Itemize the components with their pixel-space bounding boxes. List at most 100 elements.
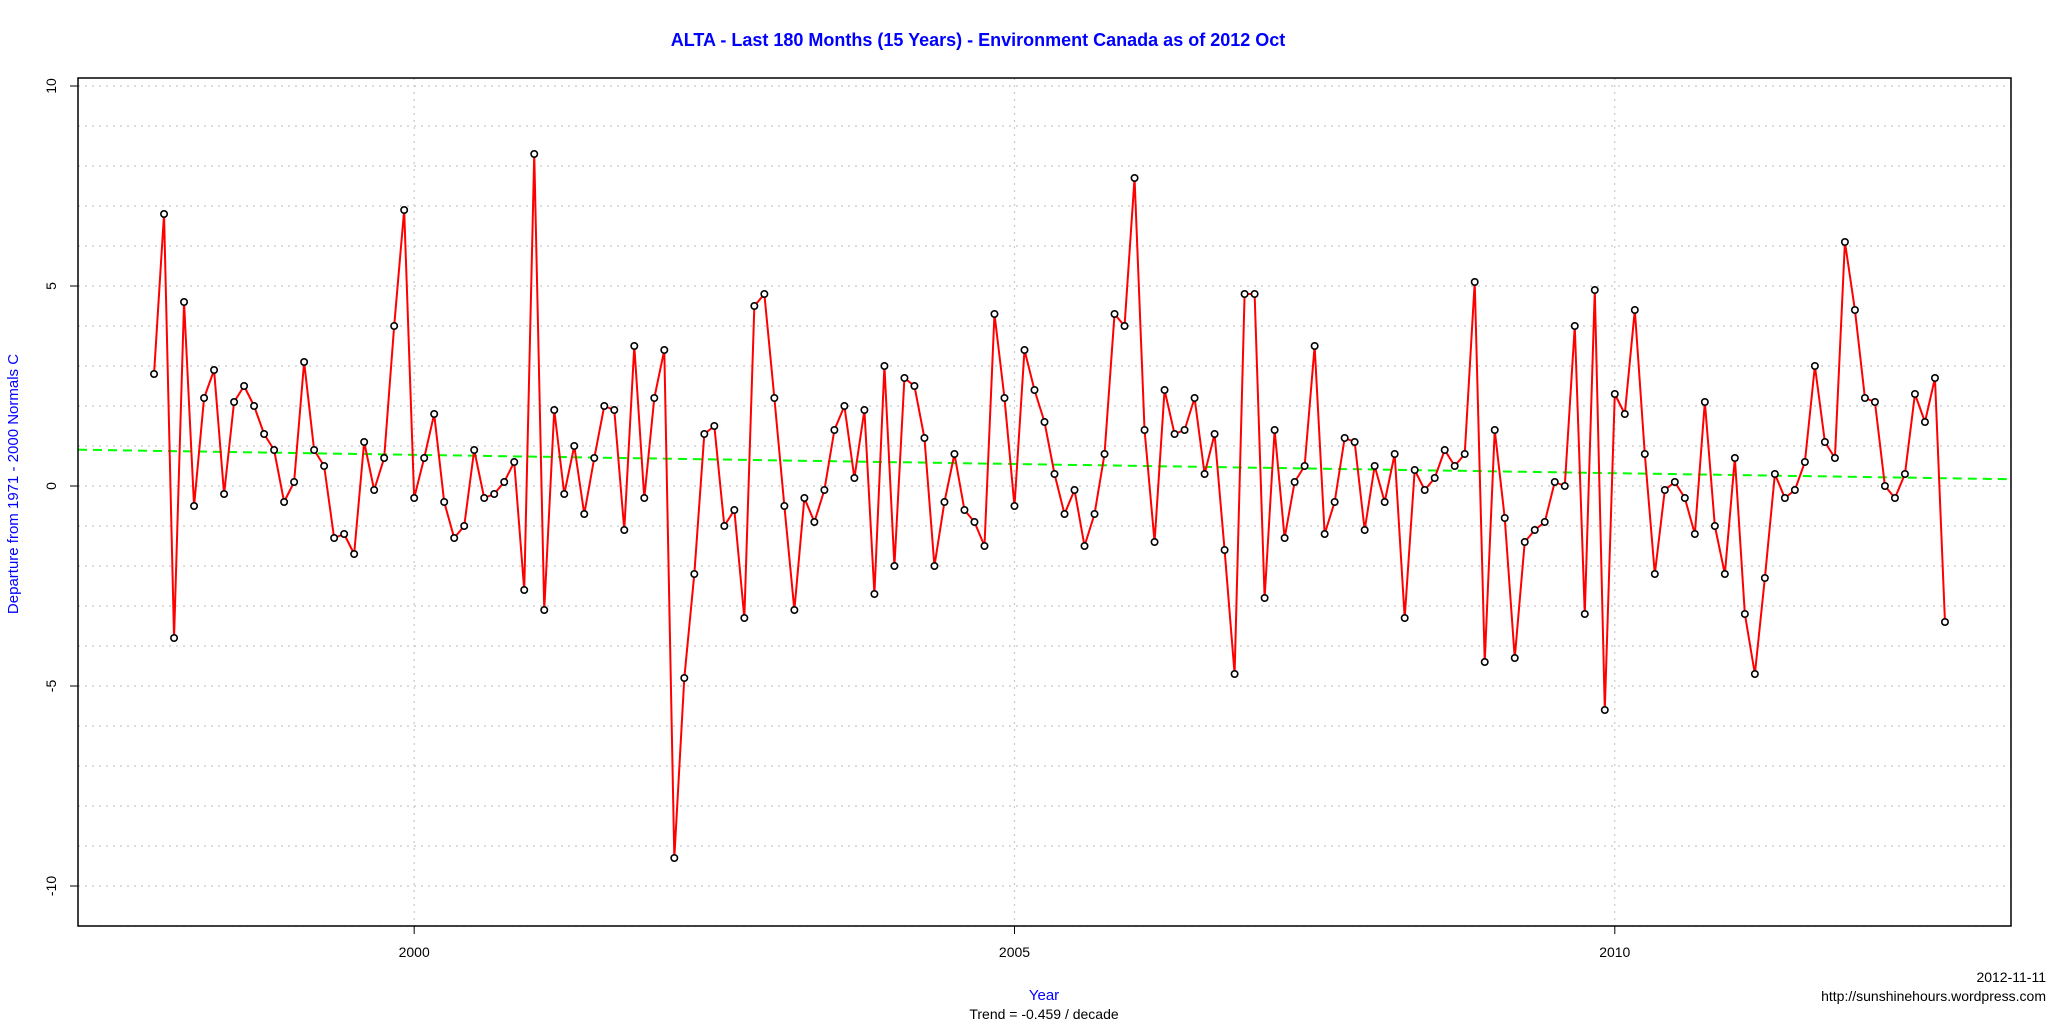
data-point xyxy=(940,497,949,506)
data-point xyxy=(1390,449,1399,458)
data-point xyxy=(1680,493,1689,502)
data-point xyxy=(830,425,839,434)
trend-line-layer xyxy=(77,448,2012,481)
data-point xyxy=(1640,449,1649,458)
data-point xyxy=(1820,437,1829,446)
y-tick-label: 10 xyxy=(43,78,59,94)
data-point xyxy=(1940,617,1949,626)
data-point xyxy=(1850,305,1859,314)
data-point xyxy=(760,289,769,298)
data-point xyxy=(1930,373,1939,382)
data-point xyxy=(400,206,409,215)
data-point xyxy=(1110,309,1119,318)
data-point xyxy=(1500,513,1509,522)
data-point xyxy=(1810,361,1819,370)
data-point xyxy=(1880,481,1889,490)
series-layer xyxy=(153,153,1946,859)
data-point xyxy=(1490,425,1499,434)
data-point xyxy=(1470,277,1479,286)
data-point xyxy=(150,369,159,378)
data-point xyxy=(1840,238,1849,247)
data-point xyxy=(1620,409,1629,418)
data-point xyxy=(840,401,849,410)
data-point xyxy=(780,501,789,510)
data-point xyxy=(1520,537,1529,546)
data-point xyxy=(540,605,549,614)
data-point xyxy=(520,585,529,594)
grid-lines xyxy=(78,78,2011,927)
data-point xyxy=(1410,465,1419,474)
data-point xyxy=(1140,425,1149,434)
data-point xyxy=(1790,485,1799,494)
data-point xyxy=(1430,473,1439,482)
data-point xyxy=(580,509,589,518)
data-point xyxy=(1130,174,1139,183)
data-point xyxy=(1100,449,1109,458)
data-point xyxy=(1360,525,1369,534)
data-point xyxy=(1080,541,1089,550)
data-point xyxy=(1610,389,1619,398)
data-point xyxy=(920,433,929,442)
data-point xyxy=(1910,389,1919,398)
data-point xyxy=(1570,321,1579,330)
data-point xyxy=(1370,461,1379,470)
data-point xyxy=(620,525,629,534)
data-point xyxy=(790,605,799,614)
data-point xyxy=(390,321,399,330)
x-tick-label: 2000 xyxy=(399,944,430,960)
data-point xyxy=(770,393,779,402)
data-point xyxy=(1000,393,1009,402)
data-point xyxy=(1650,569,1659,578)
data-point xyxy=(1830,453,1839,462)
data-point xyxy=(1890,493,1899,502)
data-point xyxy=(820,485,829,494)
data-point xyxy=(240,381,249,390)
y-tick-label: 0 xyxy=(43,482,59,490)
data-point xyxy=(1700,397,1709,406)
data-point xyxy=(220,489,229,498)
data-point xyxy=(810,517,819,526)
data-point xyxy=(1580,609,1589,618)
x-tick-label: 2005 xyxy=(999,944,1030,960)
data-point xyxy=(380,453,389,462)
data-point xyxy=(1210,429,1219,438)
data-point xyxy=(640,493,649,502)
data-point xyxy=(230,397,239,406)
data-point xyxy=(500,477,509,486)
data-point xyxy=(1350,437,1359,446)
data-point xyxy=(1300,461,1309,470)
data-point xyxy=(650,393,659,402)
x-tick-label: 2010 xyxy=(1599,944,1630,960)
data-point xyxy=(180,297,189,306)
data-point xyxy=(1550,477,1559,486)
data-point xyxy=(1710,521,1719,530)
data-point xyxy=(370,485,379,494)
data-point xyxy=(250,401,259,410)
data-point xyxy=(1660,485,1669,494)
data-point xyxy=(160,210,169,219)
data-point xyxy=(1220,545,1229,554)
data-point xyxy=(430,409,439,418)
data-point xyxy=(1860,393,1869,402)
data-point xyxy=(290,477,299,486)
data-point xyxy=(1050,469,1059,478)
data-point xyxy=(1320,529,1329,538)
data-point xyxy=(550,405,559,414)
data-point xyxy=(1040,417,1049,426)
data-point xyxy=(630,341,639,350)
data-point xyxy=(1310,341,1319,350)
data-point xyxy=(360,437,369,446)
data-point xyxy=(270,445,279,454)
source-url: http://sunshinehours.wordpress.com xyxy=(1821,988,2046,1004)
data-point xyxy=(490,489,499,498)
data-point xyxy=(410,493,419,502)
trend-caption: Trend = -0.459 / decade xyxy=(969,1006,1119,1022)
data-point xyxy=(1150,537,1159,546)
data-point xyxy=(800,493,809,502)
data-point xyxy=(1780,493,1789,502)
data-point xyxy=(1750,669,1759,678)
data-point xyxy=(700,429,709,438)
data-point xyxy=(1330,497,1339,506)
data-point xyxy=(1560,481,1569,490)
